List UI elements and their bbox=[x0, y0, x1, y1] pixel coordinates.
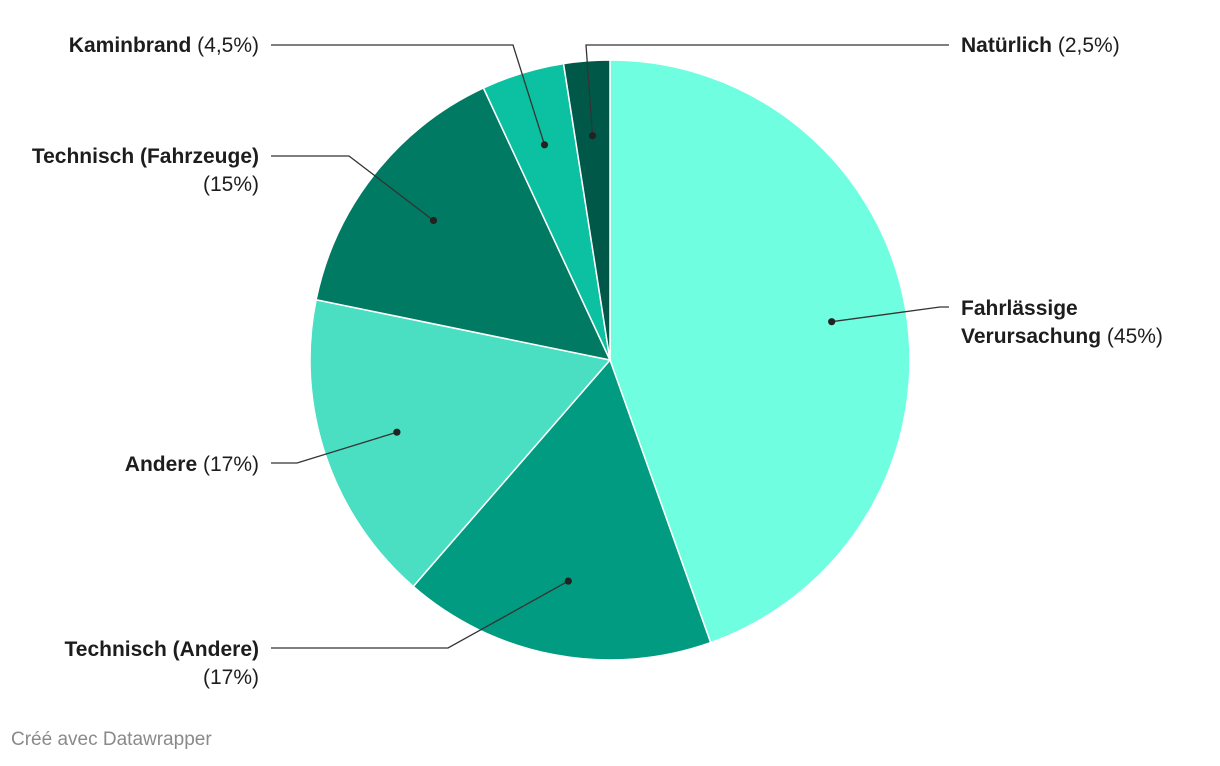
pie-slice bbox=[609, 59, 911, 644]
slice-label: Kaminbrand (4,5%) bbox=[69, 34, 259, 57]
slice-label-name: Technisch (Andere) bbox=[65, 638, 259, 661]
slice-label-name: Verursachung bbox=[961, 325, 1101, 348]
leader-dot bbox=[393, 428, 401, 436]
slice-label-name: Natürlich bbox=[961, 34, 1052, 57]
leader-dot bbox=[429, 216, 438, 225]
leader-line bbox=[585, 44, 949, 136]
footer-credit: Créé avec Datawrapper bbox=[11, 729, 212, 750]
slice-label: Natürlich (2,5%) bbox=[961, 34, 1120, 57]
slice-label-pct: (2,5%) bbox=[1052, 34, 1120, 57]
slice-label: Technisch (Fahrzeuge) (15%) bbox=[32, 145, 259, 196]
leader-dot bbox=[540, 141, 549, 149]
pie-slice bbox=[412, 358, 712, 661]
slice-label-pct: (17%) bbox=[203, 666, 259, 689]
slice-label-pct: (17%) bbox=[197, 453, 259, 476]
slice-label-pct: (15%) bbox=[203, 173, 259, 196]
leader-line bbox=[271, 431, 398, 464]
leader-line bbox=[271, 580, 569, 649]
slice-label-pct: (4,5%) bbox=[191, 34, 259, 57]
pie-slice bbox=[315, 87, 612, 362]
pie-labels: Fahrlässige Verursachung (45%) Technisch (… bbox=[32, 34, 1163, 689]
pie-slices bbox=[309, 59, 911, 661]
slice-label-pct: (45%) bbox=[1101, 325, 1163, 348]
slice-label: Fahrlässige Verursachung (45%) bbox=[961, 297, 1163, 348]
slice-label: Andere (17%) bbox=[125, 453, 259, 476]
leader-dot bbox=[564, 577, 572, 585]
slice-label-name: Andere bbox=[125, 453, 197, 476]
leader-dot bbox=[588, 132, 597, 140]
pie-slice bbox=[309, 298, 612, 588]
leader-line bbox=[271, 155, 434, 222]
leader-line bbox=[271, 44, 546, 145]
slice-label: Technisch (Andere) (17%) bbox=[65, 638, 259, 689]
slice-label-name: Kaminbrand bbox=[69, 34, 192, 57]
leader-dot bbox=[828, 318, 836, 326]
slice-label-name: Fahrlässige bbox=[961, 297, 1078, 320]
slice-label-name: Technisch (Fahrzeuge) bbox=[32, 145, 259, 168]
leader-line bbox=[831, 306, 949, 323]
